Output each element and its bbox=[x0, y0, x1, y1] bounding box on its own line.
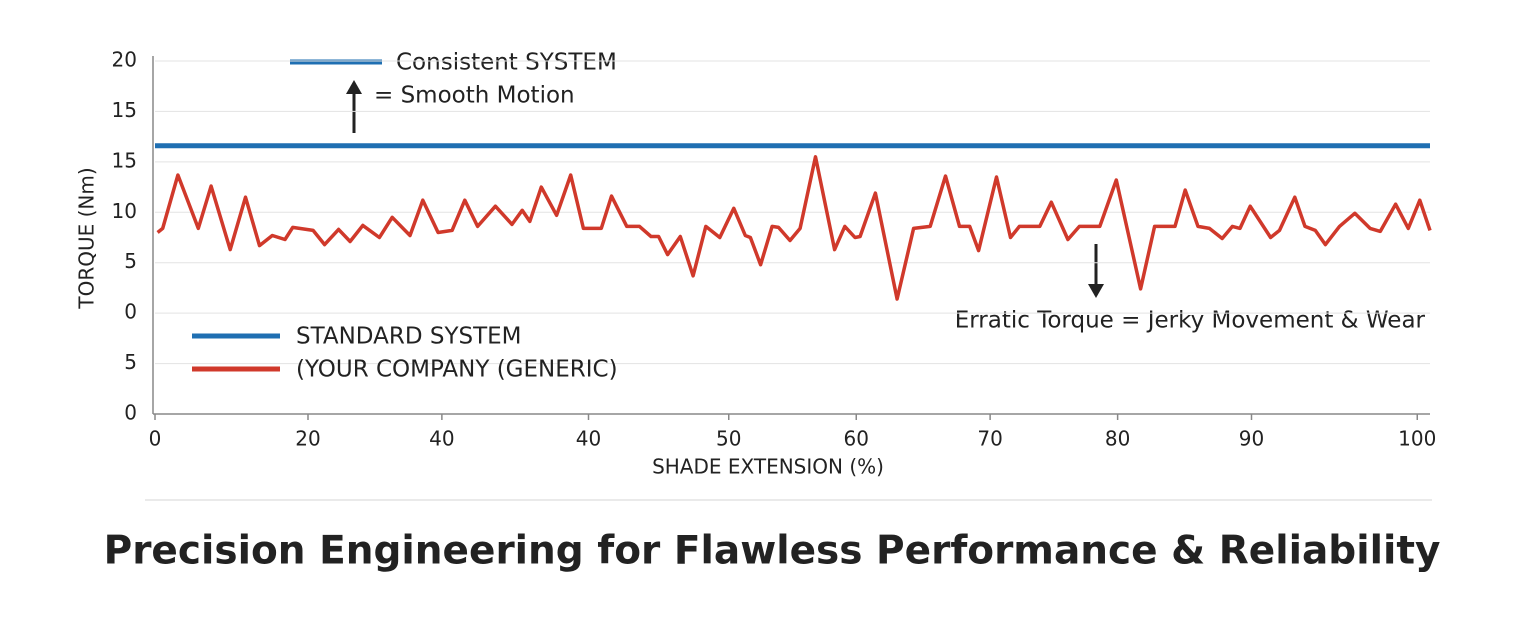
x-tick-label: 50 bbox=[716, 427, 741, 451]
y-tick-label: 10 bbox=[112, 199, 137, 223]
x-tick-label: 0 bbox=[149, 427, 162, 451]
annotation: Consistent SYSTEM bbox=[396, 50, 617, 76]
legend-label: (YOUR COMPANY (GENERIC) bbox=[296, 357, 618, 383]
annotation: Erratic Torque = Jerky Movement & Wear bbox=[955, 308, 1426, 334]
y-tick-label: 0 bbox=[124, 300, 137, 324]
y-axis-label: TORQUE (Nm) bbox=[75, 167, 99, 309]
x-tick-label: 100 bbox=[1398, 427, 1436, 451]
x-tick-label: 90 bbox=[1239, 427, 1264, 451]
x-tick-label: 70 bbox=[977, 427, 1002, 451]
x-axis-label: SHADE EXTENSION (%) bbox=[652, 455, 884, 479]
y-tick-label: 5 bbox=[124, 249, 137, 273]
y-tick-label: 0 bbox=[124, 401, 137, 425]
series-line bbox=[156, 155, 1432, 301]
y-tick-label: 20 bbox=[112, 48, 137, 72]
annotation: = Smooth Motion bbox=[374, 83, 575, 109]
y-tick-label: 5 bbox=[124, 350, 137, 374]
x-tick-label: 80 bbox=[1105, 427, 1130, 451]
y-tick-label: 15 bbox=[112, 148, 137, 172]
y-tick-label: 15 bbox=[112, 98, 137, 122]
x-tick-label: 20 bbox=[295, 427, 320, 451]
x-tick-label: 60 bbox=[844, 427, 869, 451]
arrow-head bbox=[346, 80, 362, 94]
caption-title: Precision Engineering for Flawless Perfo… bbox=[104, 529, 1441, 574]
x-tick-label: 40 bbox=[576, 427, 601, 451]
legend-label: STANDARD SYSTEM bbox=[296, 324, 522, 350]
x-tick-label: 40 bbox=[429, 427, 454, 451]
arrow-head bbox=[1088, 284, 1104, 298]
